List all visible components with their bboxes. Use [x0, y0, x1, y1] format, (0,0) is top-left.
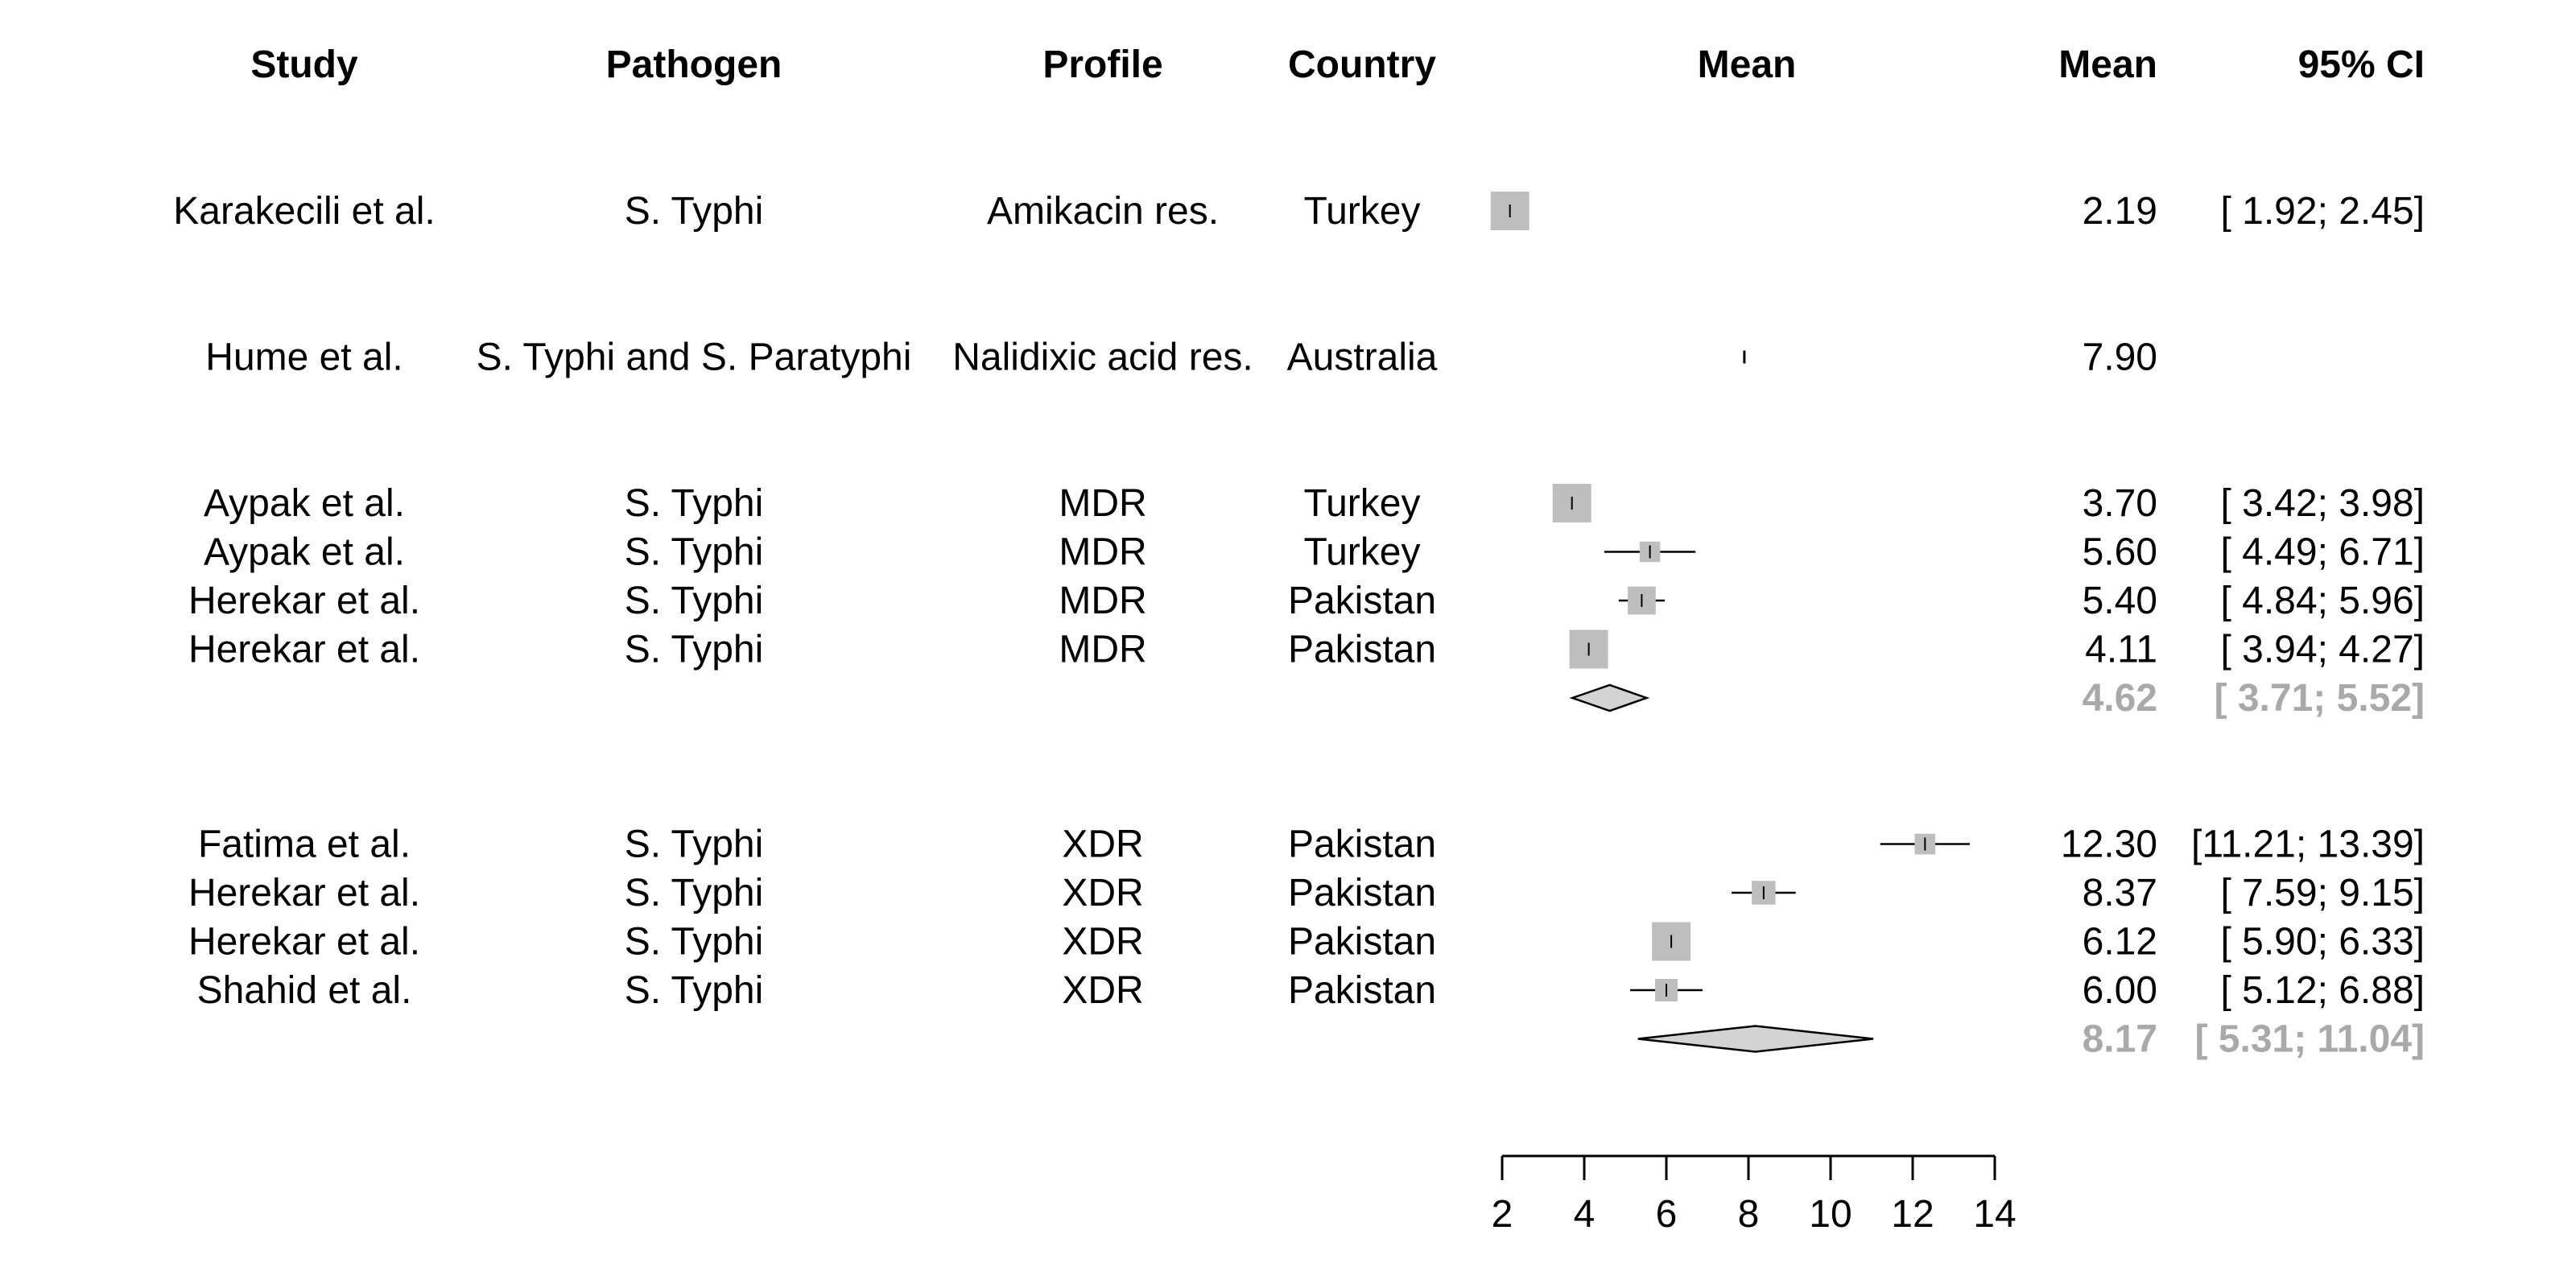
study-label: Hume et al. [205, 336, 402, 379]
profile-label: Nalidixic acid res. [952, 336, 1253, 379]
profile-label: MDR [1059, 531, 1146, 574]
header-pathogen: Pathogen [606, 43, 782, 86]
summary-mean-value: 8.17 [2083, 1018, 2157, 1061]
study-label: Herekar et al. [188, 872, 420, 914]
mean-value: 8.37 [2083, 872, 2157, 914]
axis-tick-label: 4 [1574, 1193, 1596, 1236]
ci-value: [ 3.42; 3.98] [2220, 482, 2425, 525]
ci-value: [ 4.84; 5.96] [2220, 580, 2425, 622]
summary-diamond [1637, 1025, 1874, 1053]
column-headers: Study Pathogen Profile Country Mean Mean… [250, 43, 2425, 86]
axis-tick-label: 8 [1738, 1193, 1760, 1236]
mean-value: 12.30 [2061, 824, 2157, 866]
profile-label: XDR [1062, 969, 1143, 1012]
country-label: Turkey [1304, 531, 1421, 574]
mean-value: 7.90 [2083, 336, 2157, 379]
ci-value: [11.21; 13.39] [2191, 824, 2425, 866]
country-label: Australia [1287, 336, 1438, 379]
header-country: Country [1288, 43, 1436, 86]
pathogen-label: S. Typhi [625, 824, 764, 866]
country-label: Pakistan [1288, 580, 1436, 622]
axis-tick-label: 12 [1891, 1193, 1934, 1236]
header-plot-mean: Mean [1698, 43, 1797, 86]
mean-value: 6.12 [2083, 921, 2157, 964]
pathogen-label: S. Typhi [625, 190, 764, 233]
summary-ci-value: [ 5.31; 11.04] [2194, 1018, 2425, 1061]
pathogen-label: S. Typhi [625, 921, 764, 964]
ci-value: [ 5.12; 6.88] [2220, 969, 2425, 1012]
ci-value: [ 3.94; 4.27] [2220, 629, 2425, 671]
axis-tick-label: 10 [1809, 1193, 1852, 1236]
study-label: Fatima et al. [198, 824, 411, 866]
study-label: Karakecili et al. [173, 190, 435, 233]
profile-label: MDR [1059, 580, 1146, 622]
ci-value: [ 4.49; 6.71] [2220, 531, 2425, 574]
mean-value: 3.70 [2083, 482, 2157, 525]
ci-value: [ 5.90; 6.33] [2220, 921, 2425, 964]
profile-label: XDR [1062, 921, 1143, 964]
country-label: Pakistan [1288, 824, 1436, 866]
axis-tick-label: 2 [1492, 1193, 1513, 1236]
mean-value: 4.11 [2085, 629, 2157, 671]
summary-mean-value: 4.62 [2083, 677, 2157, 720]
axis-tick-label: 14 [1973, 1193, 2016, 1236]
summary-diamond [1569, 683, 1650, 712]
pathogen-label: S. Typhi [625, 580, 764, 622]
country-label: Turkey [1304, 482, 1421, 525]
pathogen-label: S. Typhi [625, 482, 764, 525]
header-study: Study [250, 43, 358, 86]
pathogen-label: S. Typhi [625, 531, 764, 574]
country-label: Pakistan [1288, 629, 1436, 671]
header-profile: Profile [1042, 43, 1162, 86]
country-label: Pakistan [1288, 969, 1436, 1012]
study-label: Aypak et al. [204, 531, 405, 574]
mean-value: 6.00 [2083, 969, 2157, 1012]
study-label: Herekar et al. [188, 580, 420, 622]
study-label: Herekar et al. [188, 629, 420, 671]
study-label: Herekar et al. [188, 921, 420, 964]
axis-tick-label: 6 [1656, 1193, 1678, 1236]
study-rows: Karakecili et al. S. Typhi Amikacin res. Tu… [173, 190, 2425, 1061]
profile-label: MDR [1059, 482, 1146, 525]
header-ci: 95% CI [2298, 43, 2425, 86]
country-label: Pakistan [1288, 921, 1436, 964]
profile-label: XDR [1062, 872, 1143, 914]
country-label: Turkey [1304, 190, 1421, 233]
mean-value: 5.40 [2083, 580, 2157, 622]
pathogen-label: S. Typhi [625, 629, 764, 671]
pathogen-label: S. Typhi [625, 969, 764, 1012]
study-label: Aypak et al. [204, 482, 405, 525]
header-mean: Mean [2058, 43, 2157, 86]
ci-value: [ 1.92; 2.45] [2220, 190, 2425, 233]
mean-value: 2.19 [2083, 190, 2157, 233]
profile-label: Amikacin res. [987, 190, 1219, 233]
ci-value: [ 7.59; 9.15] [2220, 872, 2425, 914]
summary-ci-value: [ 3.71; 5.52] [2215, 677, 2425, 720]
pathogen-label: S. Typhi and S. Paratyphi [477, 336, 912, 379]
profile-label: XDR [1062, 824, 1143, 866]
x-axis: 2 4 6 8 10 12 14 [1492, 1154, 2017, 1236]
country-label: Pakistan [1288, 872, 1436, 914]
mean-value: 5.60 [2083, 531, 2157, 574]
pathogen-label: S. Typhi [625, 872, 764, 914]
study-label: Shahid et al. [197, 969, 412, 1012]
profile-label: MDR [1059, 629, 1146, 671]
